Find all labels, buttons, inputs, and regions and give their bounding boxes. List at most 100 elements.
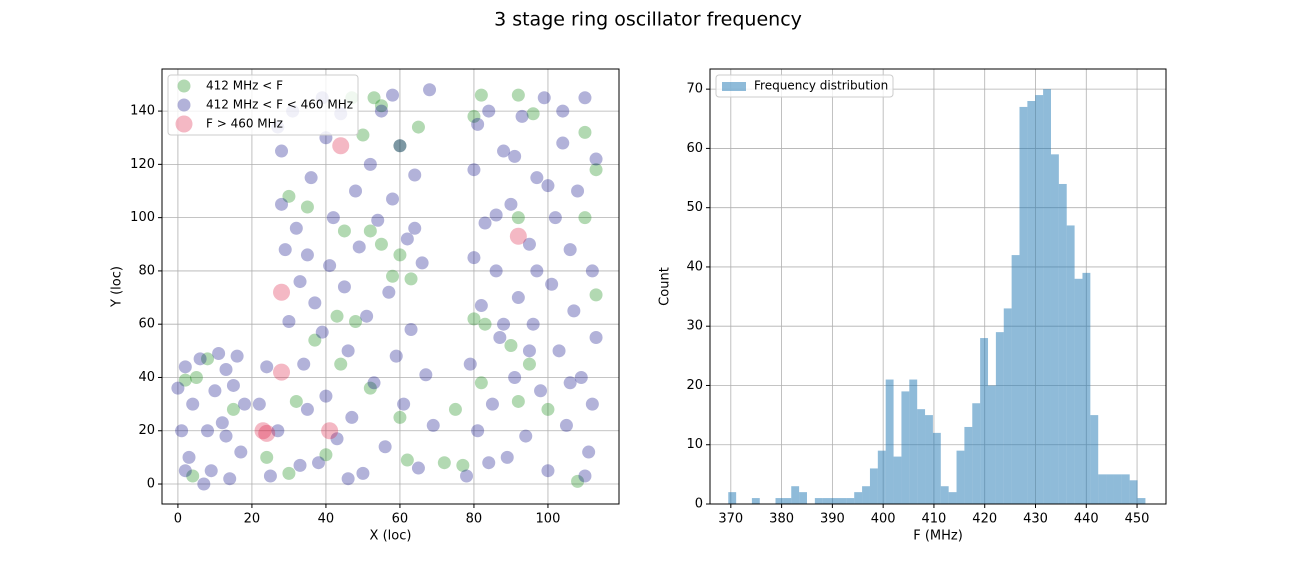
scatter-point	[578, 125, 592, 139]
scatter-point	[589, 288, 603, 302]
histogram-bar	[775, 498, 784, 504]
scatter-point	[275, 144, 289, 158]
histogram-bar	[1027, 101, 1036, 505]
scatter-point	[337, 280, 351, 294]
scatter-point	[374, 237, 388, 251]
histogram-bar	[1035, 95, 1044, 504]
histogram-bar	[751, 498, 760, 504]
scatter-point	[519, 429, 533, 443]
x-tick-label: 410	[922, 512, 947, 527]
legend-box	[715, 74, 894, 98]
legend: 412 MHz < F 412 MHz < F < 460 MHz F > 460 …	[167, 74, 359, 136]
scatter-point	[485, 397, 499, 411]
scatter-point	[426, 418, 440, 432]
scatter-point	[522, 237, 536, 251]
y-tick-label: 60	[138, 317, 155, 332]
scatter-point	[319, 389, 333, 403]
histogram-bar	[893, 456, 902, 504]
scatter-point	[171, 381, 185, 395]
scatter-point	[230, 349, 244, 363]
legend-label: F > 460 MHz	[206, 117, 283, 131]
scatter-point	[526, 317, 540, 331]
scatter-point	[263, 469, 277, 483]
scatter-point	[541, 402, 555, 416]
y-tick-label: 70	[686, 82, 703, 97]
scatter-point	[515, 109, 529, 123]
scatter-point	[341, 344, 355, 358]
scatter-point	[497, 317, 511, 331]
histogram-bar	[846, 498, 855, 504]
scatter-point	[393, 248, 407, 262]
scatter-point	[226, 378, 240, 392]
legend-marker	[177, 79, 191, 93]
scatter-point	[226, 402, 240, 416]
y-tick-label: 60	[686, 141, 703, 156]
scatter-points	[171, 83, 603, 491]
scatter-point	[186, 469, 200, 483]
scatter-point	[508, 370, 522, 384]
scatter-point	[578, 211, 592, 225]
scatter-point	[386, 192, 400, 206]
scatter-point	[252, 397, 266, 411]
histogram-bar	[822, 498, 831, 504]
scatter-point	[400, 232, 414, 246]
scatter-point	[471, 117, 485, 131]
histogram-bar	[728, 492, 737, 504]
scatter-point	[419, 368, 433, 382]
scatter-point	[260, 450, 274, 464]
scatter-point	[382, 285, 396, 299]
scatter-point	[467, 251, 481, 265]
scatter-point	[511, 211, 525, 225]
x-tick-label: 100	[536, 512, 561, 527]
scatter-point	[548, 211, 562, 225]
scatter-point	[556, 104, 570, 118]
scatter-point	[393, 139, 407, 153]
scatter-point	[178, 464, 192, 478]
y-tick-label: 10	[686, 437, 703, 452]
axes-frame	[709, 68, 1167, 505]
scatter-point	[208, 384, 222, 398]
scatter-point	[282, 315, 296, 329]
scatter-point	[567, 304, 581, 318]
scatter-point	[504, 197, 518, 211]
scatter-point	[201, 352, 215, 366]
scatter-point	[541, 464, 555, 478]
scatter-point	[537, 91, 551, 105]
scatter-point	[300, 200, 314, 214]
scatter-point	[500, 450, 514, 464]
histogram-bar	[948, 492, 957, 504]
figure-title: 3 stage ring oscillator frequency	[494, 9, 802, 31]
scatter-point	[223, 472, 237, 486]
histogram-bar	[1113, 474, 1122, 504]
histogram-bar	[917, 409, 926, 504]
scatter-point	[300, 402, 314, 416]
histogram-bar	[1066, 225, 1075, 504]
scatter-point	[371, 213, 385, 227]
legend: Frequency distribution	[715, 74, 894, 98]
scatter-point	[186, 397, 200, 411]
scatter-point	[258, 424, 276, 442]
y-tick-label: 30	[686, 319, 703, 334]
scatter-point	[589, 163, 603, 177]
scatter-point	[389, 349, 403, 363]
legend-swatch	[722, 82, 746, 91]
scatter-point	[360, 309, 374, 323]
scatter-point	[330, 432, 344, 446]
histogram-bar	[1129, 480, 1138, 504]
scatter-point	[308, 333, 322, 347]
scatter-point	[341, 472, 355, 486]
scatter-point	[530, 171, 544, 185]
y-tick-label: 80	[138, 263, 155, 278]
scatter-point	[408, 168, 422, 182]
scatter-point	[289, 221, 303, 235]
legend-box	[167, 74, 359, 136]
scatter-point	[315, 325, 329, 339]
scatter-point	[448, 402, 462, 416]
scatter-point	[275, 197, 289, 211]
histogram-bar	[814, 498, 823, 504]
scatter-point	[478, 317, 492, 331]
scatter-point	[352, 240, 366, 254]
scatter-point	[182, 450, 196, 464]
histogram-bars	[728, 89, 1146, 505]
histogram-bar	[1090, 415, 1099, 504]
